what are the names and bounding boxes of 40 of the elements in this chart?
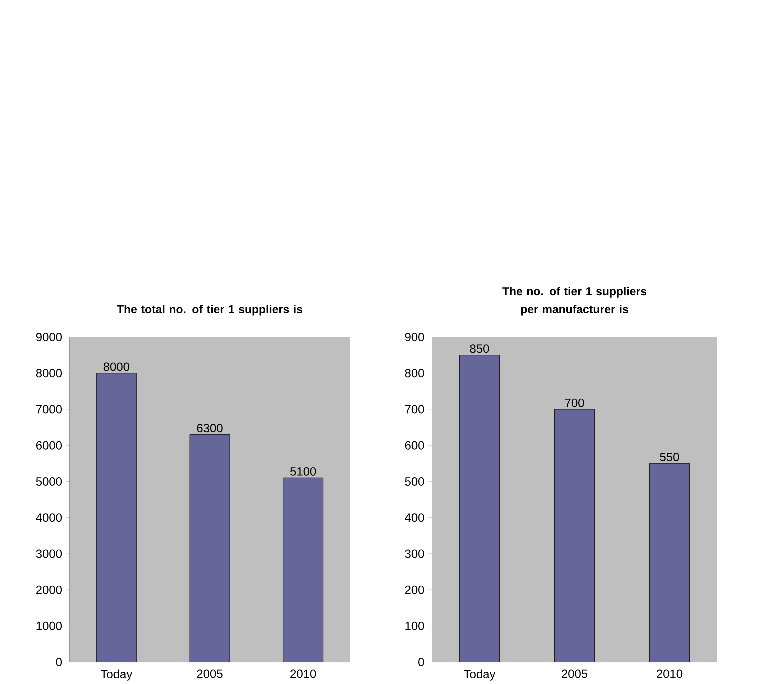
x-tick-label: Today xyxy=(464,670,496,681)
x-tick-label: 2005 xyxy=(562,670,588,678)
y-tick-label: 3000 xyxy=(36,550,62,558)
y-tick-label: 200 xyxy=(405,586,424,594)
bar xyxy=(460,355,500,662)
bar xyxy=(283,478,324,662)
data-label: 8000 xyxy=(104,362,130,372)
y-tick-label: 500 xyxy=(405,477,424,486)
data-label: 6300 xyxy=(197,424,223,432)
y-tick-label: 100 xyxy=(406,622,424,630)
y-tick-label: 9000 xyxy=(36,332,62,342)
y-tick-label: 1000 xyxy=(36,622,62,630)
data-label: 700 xyxy=(565,398,584,408)
data-label: 5100 xyxy=(290,467,316,476)
bar xyxy=(190,434,230,662)
y-tick-label: 600 xyxy=(405,441,424,450)
y-tick-label: 8000 xyxy=(36,369,62,378)
bar xyxy=(554,409,595,662)
x-tick-label: Today xyxy=(100,670,133,681)
y-tick-label: 400 xyxy=(405,513,424,522)
chart-title: The no. of tier 1 suppliers per manufacturer is xyxy=(502,287,647,316)
data-label: 550 xyxy=(660,452,680,462)
y-tick-label: 6000 xyxy=(36,441,62,450)
x-tick-label: 2005 xyxy=(197,670,223,678)
y-tick-label: 4000 xyxy=(36,513,62,522)
bar xyxy=(650,463,690,662)
x-tick-label: 2010 xyxy=(290,670,316,678)
y-tick-label: 900 xyxy=(405,332,424,342)
data-label: 850 xyxy=(470,344,490,353)
y-tick-label: 0 xyxy=(56,658,62,666)
y-tick-label: 2000 xyxy=(36,586,62,594)
bar xyxy=(96,373,137,662)
y-tick-label: 5000 xyxy=(36,477,62,486)
y-tick-label: 800 xyxy=(405,369,424,378)
x-tick-label: 2010 xyxy=(657,670,683,678)
y-tick-label: 0 xyxy=(418,658,424,666)
chart-title: The total no. of tier 1 suppliers is xyxy=(117,304,302,316)
y-tick-label: 300 xyxy=(405,550,424,558)
y-tick-label: 7000 xyxy=(36,405,62,414)
y-tick-label: 700 xyxy=(405,405,424,414)
